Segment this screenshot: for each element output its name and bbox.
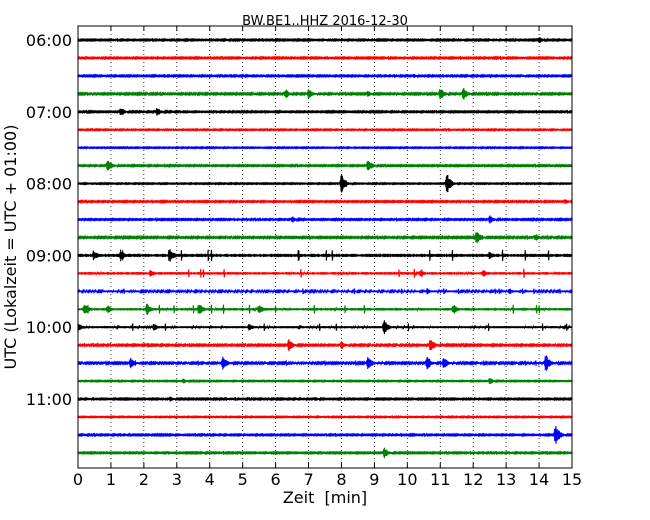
- x-tick-label: 2: [139, 470, 149, 489]
- x-tick-label: 10: [397, 470, 417, 489]
- x-tick-label: 8: [336, 470, 346, 489]
- y-axis: 06:00 07:00 08:00 09:00 10:00 11:00: [26, 31, 572, 409]
- y-tick-label: 09:00: [26, 246, 72, 265]
- y-tick-label: 06:00: [26, 31, 72, 50]
- grid-lines: [110, 26, 540, 468]
- x-tick-label: 12: [463, 470, 483, 489]
- x-axis: 0 1 2 3 4 5 6 7 8 9 10 11 12 13 14 15: [73, 26, 582, 489]
- x-tick-label: 5: [238, 470, 248, 489]
- x-tick-label: 13: [496, 470, 516, 489]
- x-axis-title: Zeit [min]: [283, 488, 367, 507]
- x-tick-label: 1: [106, 470, 116, 489]
- y-tick-label: 07:00: [26, 103, 72, 122]
- x-tick-label: 15: [562, 470, 582, 489]
- x-tick-label: 6: [271, 470, 281, 489]
- x-tick-label: 0: [73, 470, 83, 489]
- y-axis-title: UTC (Lokalzeit = UTC + 01:00): [1, 125, 20, 370]
- plot-frame: [77, 25, 573, 469]
- x-tick-label: 9: [369, 470, 379, 489]
- x-tick-label: 3: [172, 470, 182, 489]
- x-tick-label: 4: [205, 470, 215, 489]
- y-tick-label: 11:00: [26, 390, 72, 409]
- x-tick-label: 14: [529, 470, 549, 489]
- chart-title: BW.BE1..HHZ 2016-12-30: [242, 14, 408, 29]
- x-tick-label: 11: [430, 470, 450, 489]
- x-tick-label: 7: [303, 470, 313, 489]
- y-tick-label: 10:00: [26, 318, 72, 337]
- y-tick-label: 08:00: [26, 175, 72, 194]
- seismic-traces: [77, 37, 573, 459]
